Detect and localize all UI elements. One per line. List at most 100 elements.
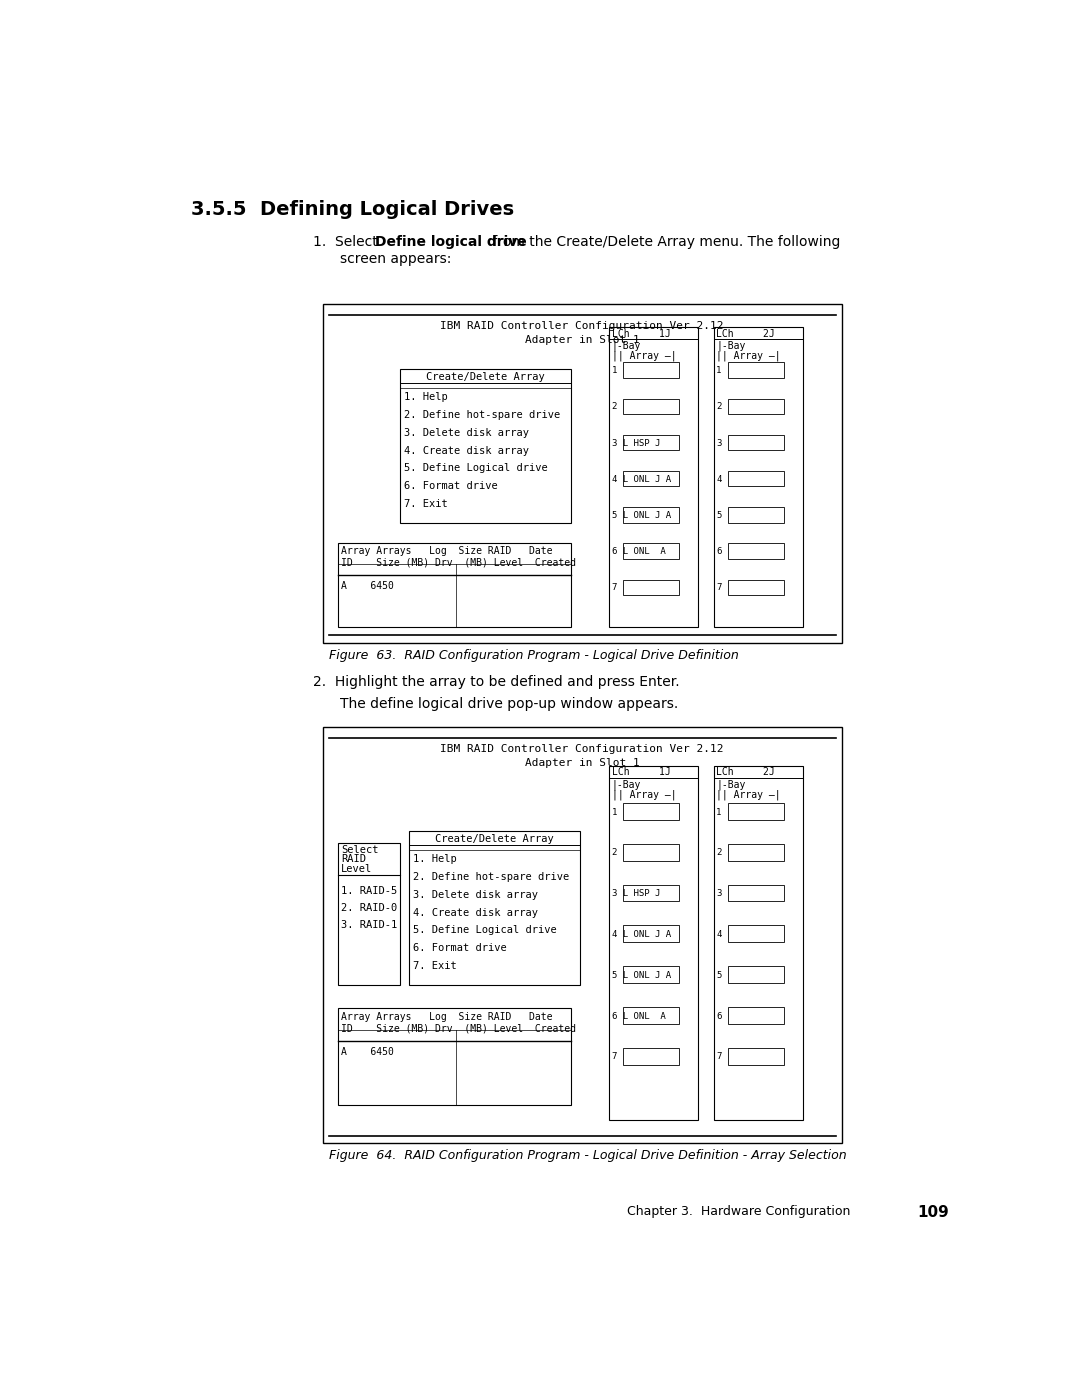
Text: 2. RAID-0: 2. RAID-0	[341, 902, 397, 914]
Text: 1: 1	[611, 366, 617, 376]
Bar	[728, 967, 784, 983]
Bar	[623, 803, 679, 820]
Text: 3 L HSP J: 3 L HSP J	[611, 888, 660, 898]
Bar	[728, 362, 784, 377]
Text: 3. Delete disk array: 3. Delete disk array	[404, 427, 529, 437]
Text: 3 L HSP J: 3 L HSP J	[611, 439, 660, 447]
Bar	[338, 842, 400, 985]
Bar	[714, 766, 804, 1120]
Bar	[609, 327, 699, 627]
Bar	[623, 1007, 679, 1024]
Text: || Array —|: || Array —|	[611, 351, 676, 360]
Bar	[728, 925, 784, 942]
Text: 6 L ONL  A: 6 L ONL A	[611, 548, 665, 556]
Text: screen appears:: screen appears:	[340, 251, 451, 265]
Text: 4 L ONL J A: 4 L ONL J A	[611, 930, 671, 939]
Bar	[714, 327, 804, 627]
Text: 1. Help: 1. Help	[404, 393, 448, 402]
Text: Define logical drive: Define logical drive	[375, 235, 527, 249]
Bar	[623, 925, 679, 942]
Text: 6: 6	[716, 548, 721, 556]
Text: 1. RAID-5: 1. RAID-5	[341, 886, 397, 895]
Bar	[623, 967, 679, 983]
Text: 1. Help: 1. Help	[414, 855, 457, 865]
Text: 3.5.5  Defining Logical Drives: 3.5.5 Defining Logical Drives	[191, 200, 514, 219]
Text: 2: 2	[716, 402, 721, 412]
Text: 1.  Select: 1. Select	[313, 235, 382, 249]
Bar	[728, 507, 784, 522]
Text: 2: 2	[611, 402, 617, 412]
Bar	[323, 305, 841, 643]
Text: 3. RAID-1: 3. RAID-1	[341, 921, 397, 930]
Text: || Array —|: || Array —|	[611, 789, 676, 799]
Bar	[623, 1048, 679, 1065]
Text: Array Arrays   Log  Size RAID   Date: Array Arrays Log Size RAID Date	[341, 1011, 553, 1021]
Text: from the Create/Delete Array menu. The following: from the Create/Delete Array menu. The f…	[488, 235, 840, 249]
Text: The define logical drive pop-up window appears.: The define logical drive pop-up window a…	[340, 697, 678, 711]
Bar	[623, 434, 679, 450]
Text: 7. Exit: 7. Exit	[404, 499, 448, 509]
Text: IBM RAID Controller Configuration Ver 2.12: IBM RAID Controller Configuration Ver 2.…	[441, 321, 724, 331]
Text: 4. Create disk array: 4. Create disk array	[414, 908, 538, 918]
Text: Create/Delete Array: Create/Delete Array	[435, 834, 554, 844]
Text: Adapter in Slot 1: Adapter in Slot 1	[525, 759, 639, 768]
Bar	[623, 543, 679, 559]
Bar	[338, 1009, 570, 1105]
Text: Chapter 3.  Hardware Configuration: Chapter 3. Hardware Configuration	[627, 1204, 851, 1218]
Bar	[400, 369, 570, 524]
Text: 7: 7	[716, 584, 721, 592]
Text: Array Arrays   Log  Size RAID   Date: Array Arrays Log Size RAID Date	[341, 546, 553, 556]
Text: 4. Create disk array: 4. Create disk array	[404, 446, 529, 455]
Text: A    6450: A 6450	[341, 1046, 394, 1058]
Text: 7. Exit: 7. Exit	[414, 961, 457, 971]
Text: LCh     1J: LCh 1J	[611, 767, 671, 778]
Bar	[623, 884, 679, 901]
Bar	[728, 543, 784, 559]
Text: 6 L ONL  A: 6 L ONL A	[611, 1011, 665, 1021]
Bar	[728, 1007, 784, 1024]
Text: 1: 1	[716, 807, 721, 816]
Text: 2. Define hot-spare drive: 2. Define hot-spare drive	[414, 872, 569, 882]
Text: 2.  Highlight the array to be defined and press Enter.: 2. Highlight the array to be defined and…	[313, 675, 680, 689]
Text: ID    Size (MB) Drv  (MB) Level  Created: ID Size (MB) Drv (MB) Level Created	[341, 1023, 576, 1034]
Bar	[623, 580, 679, 595]
Text: 3: 3	[716, 888, 721, 898]
Text: Figure  63.  RAID Configuration Program - Logical Drive Definition: Figure 63. RAID Configuration Program - …	[328, 648, 739, 662]
Bar	[623, 844, 679, 861]
Text: || Array —|: || Array —|	[716, 351, 781, 360]
Bar	[728, 580, 784, 595]
Text: A    6450: A 6450	[341, 581, 394, 591]
Text: |-Bay: |-Bay	[611, 341, 642, 352]
Text: 5: 5	[716, 511, 721, 520]
Text: Level: Level	[341, 863, 373, 873]
Text: || Array —|: || Array —|	[716, 789, 781, 799]
Bar	[728, 471, 784, 486]
Text: 5. Define Logical drive: 5. Define Logical drive	[404, 464, 548, 474]
Bar	[409, 831, 580, 985]
Text: Adapter in Slot 1: Adapter in Slot 1	[525, 335, 639, 345]
Text: 4: 4	[716, 930, 721, 939]
Bar	[338, 542, 570, 627]
Text: 6. Format drive: 6. Format drive	[404, 481, 498, 490]
Text: 3: 3	[716, 439, 721, 447]
Text: 5. Define Logical drive: 5. Define Logical drive	[414, 925, 557, 936]
Text: LCh     2J: LCh 2J	[716, 328, 775, 338]
Text: 3. Delete disk array: 3. Delete disk array	[414, 890, 538, 900]
Text: LCh     1J: LCh 1J	[611, 328, 671, 338]
Text: 2: 2	[716, 848, 721, 858]
Bar	[728, 844, 784, 861]
Text: 2: 2	[611, 848, 617, 858]
Text: 1: 1	[611, 807, 617, 816]
Bar	[728, 803, 784, 820]
Bar	[728, 1048, 784, 1065]
Text: IBM RAID Controller Configuration Ver 2.12: IBM RAID Controller Configuration Ver 2.…	[441, 745, 724, 754]
Text: ID    Size (MB) Drv  (MB) Level  Created: ID Size (MB) Drv (MB) Level Created	[341, 557, 576, 567]
Text: Create/Delete Array: Create/Delete Array	[426, 372, 544, 381]
Text: 1: 1	[716, 366, 721, 376]
Bar	[728, 884, 784, 901]
Text: |-Bay: |-Bay	[716, 341, 745, 352]
Text: 7: 7	[716, 1052, 721, 1062]
Text: Select: Select	[341, 845, 379, 855]
Bar	[323, 728, 841, 1143]
Text: 4 L ONL J A: 4 L ONL J A	[611, 475, 671, 483]
